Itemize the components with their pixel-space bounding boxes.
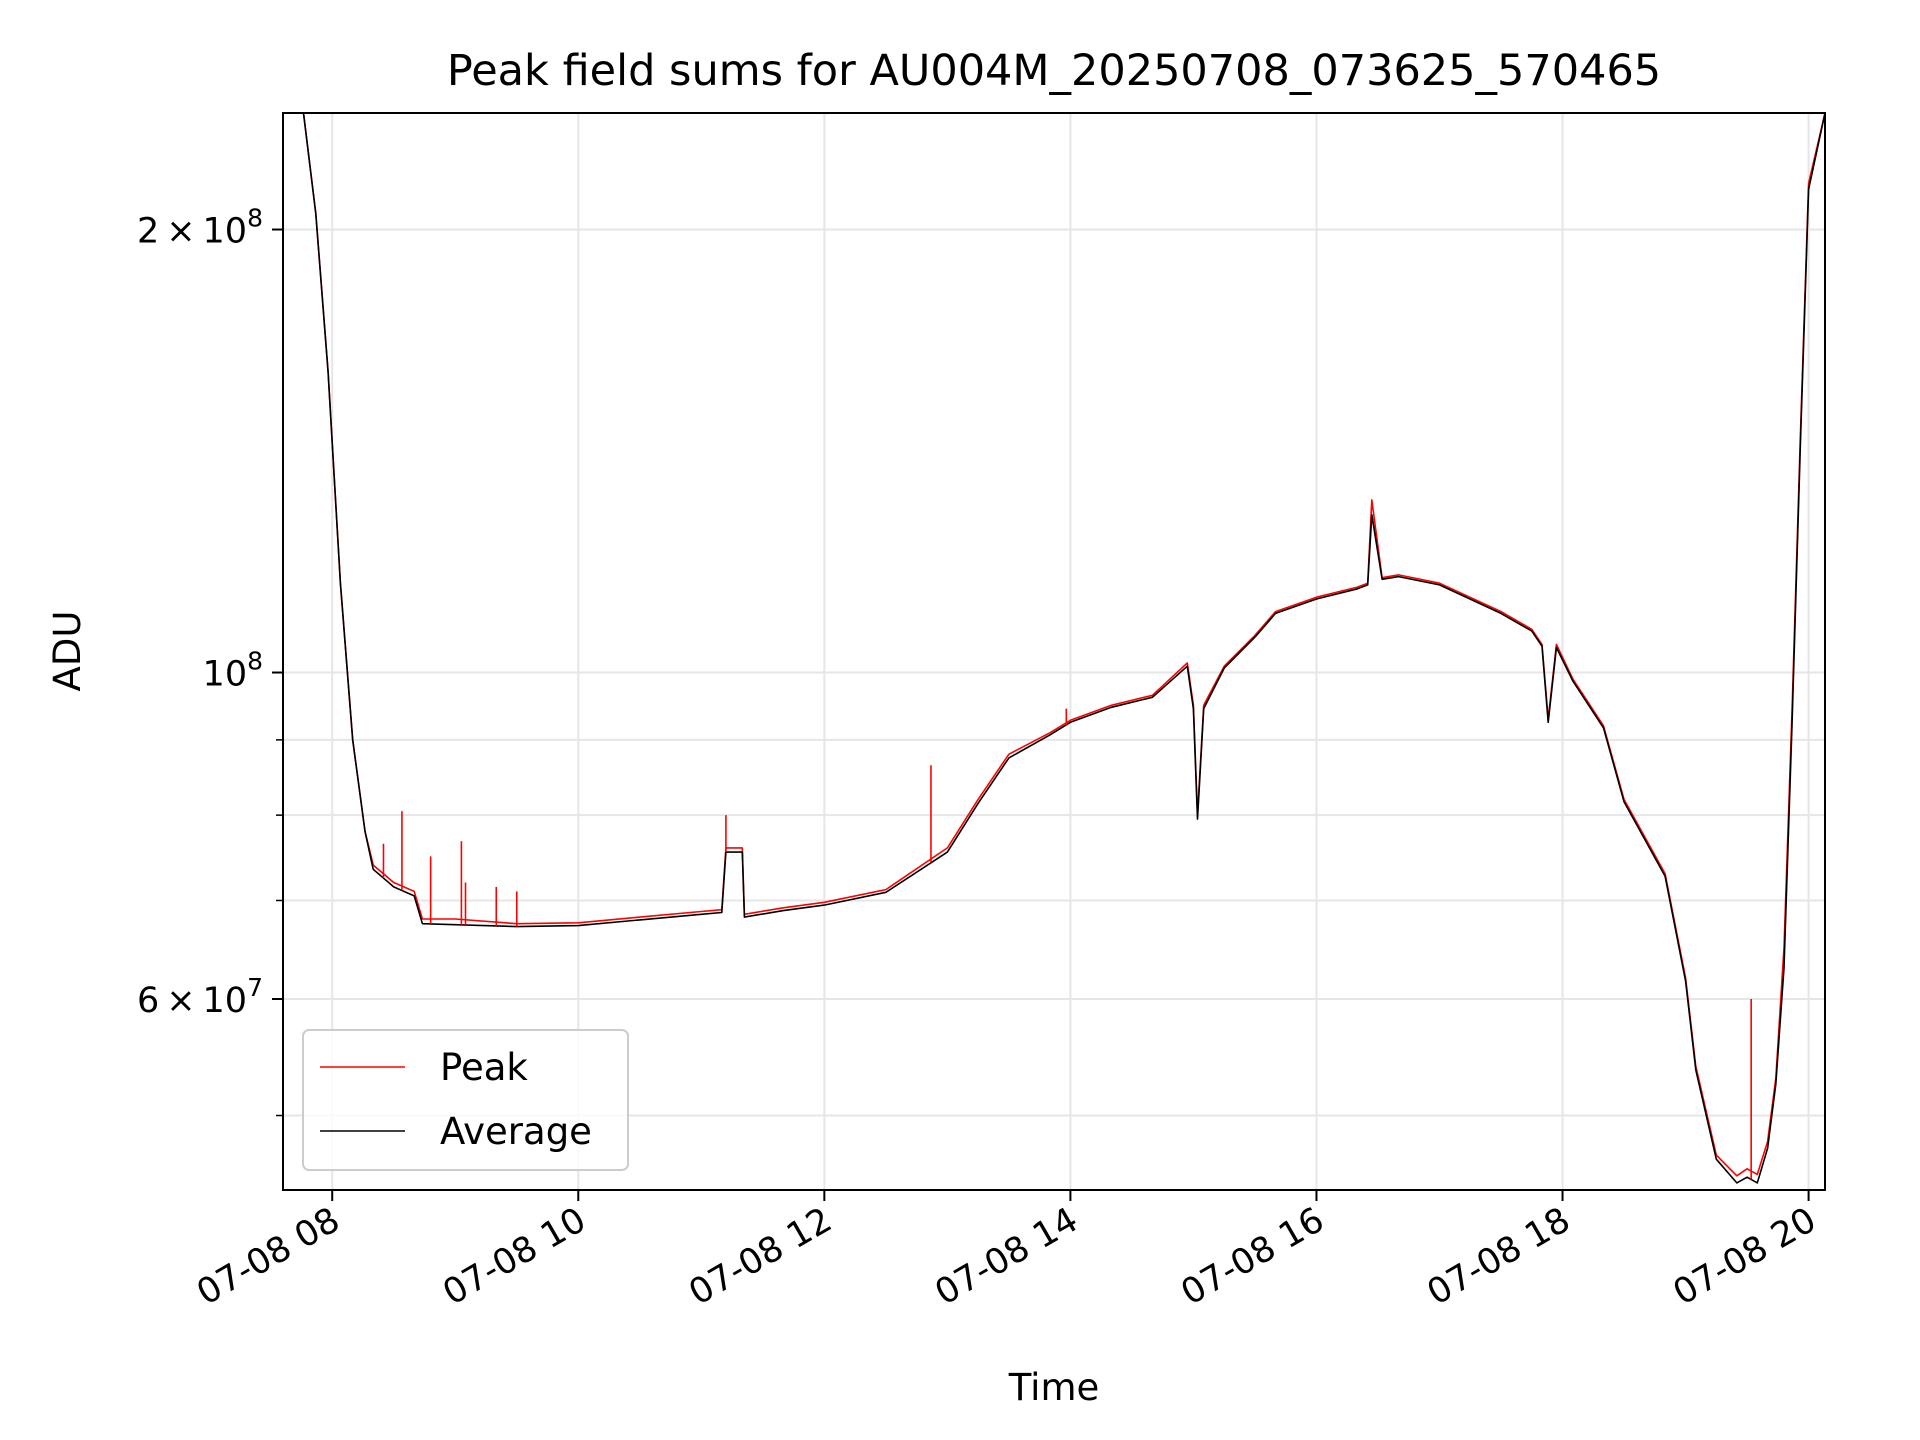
y-tick-exponent: 8 (247, 204, 263, 233)
chart-title: Peak field sums for AU004M_20250708_0736… (447, 46, 1661, 96)
y-tick-exponent: 8 (247, 647, 263, 676)
legend: Peak Average (302, 1029, 629, 1171)
y-axis-label: ADU (46, 611, 89, 692)
legend-label-peak: Peak (440, 1046, 528, 1089)
y-tick-label: 6 × 107 (137, 973, 263, 1021)
y-tick-base: 6 × 10 (137, 981, 247, 1021)
y-tick-exponent: 7 (247, 973, 263, 1002)
series-layer (283, 112, 1826, 1184)
y-tick-label: 2 × 108 (137, 204, 263, 252)
series-line-average (283, 112, 1826, 1184)
legend-box (302, 1029, 629, 1171)
plot-frame (282, 112, 1826, 1191)
y-tick-base: 2 × 10 (137, 212, 247, 252)
x-axis-label: Time (1008, 1366, 1100, 1409)
legend-label-average: Average (440, 1110, 592, 1153)
y-tick-label: 108 (203, 647, 263, 695)
y-tick-base: 10 (203, 655, 248, 695)
